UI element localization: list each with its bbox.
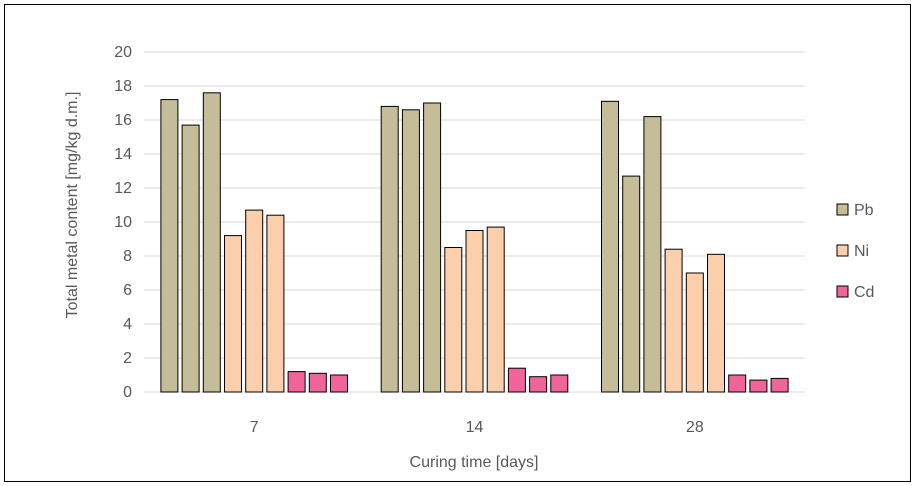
bar-cd-28-3 (770, 377, 789, 393)
bar-ni-28-2 (685, 272, 704, 393)
bar-ni-7-2 (245, 209, 264, 393)
bar-cd-14-1 (507, 367, 526, 393)
bar-ni-7-1 (224, 235, 242, 393)
y-tick-2: 2 (123, 350, 132, 367)
bar-cd-14-2 (529, 376, 548, 393)
y-tick-0: 0 (123, 384, 132, 401)
bar-pb-14-3 (423, 102, 442, 393)
bar-cd-7-3 (330, 374, 348, 393)
bar-pb-28-2 (622, 175, 641, 393)
chart-frame: 0 2 4 6 8 10 12 14 16 18 20 7 14 28 Total metal cont… (4, 4, 911, 482)
x-tick-7: 7 (250, 419, 259, 436)
y-tick-10: 10 (114, 214, 132, 231)
x-axis-label: Curing time [days] (410, 454, 539, 471)
x-tick-28: 28 (686, 419, 704, 436)
x-tick-labels: 7 14 28 (250, 419, 704, 436)
y-tick-4: 4 (123, 316, 132, 333)
y-axis-label: Total metal content [mg/kg d.m.] (64, 92, 81, 319)
legend-label-pb: Pb (854, 202, 874, 219)
legend-label-cd: Cd (854, 284, 874, 301)
bar-ni-28-1 (664, 248, 683, 393)
y-tick-14: 14 (114, 146, 132, 163)
bar-cd-28-1 (728, 374, 747, 393)
bar-pb-28-3 (643, 116, 662, 393)
bar-pb-7-1 (160, 99, 179, 393)
x-tick-14: 14 (466, 419, 484, 436)
bar-cd-7-2 (308, 372, 327, 393)
y-tick-labels: 0 2 4 6 8 10 12 14 16 18 20 (114, 44, 132, 401)
y-tick-18: 18 (114, 78, 132, 95)
bar-ni-14-3 (486, 226, 505, 393)
bar-ni-14-2 (465, 230, 484, 393)
bar-pb-14-1 (380, 105, 399, 393)
bar-ni-14-1 (444, 247, 463, 393)
y-tick-6: 6 (123, 282, 132, 299)
legend-swatch-pb (836, 203, 849, 216)
legend-swatch-cd (836, 285, 849, 298)
bars (160, 92, 789, 393)
bar-cd-14-3 (550, 374, 569, 393)
legend-swatch-ni (836, 244, 849, 257)
bar-cd-7-1 (287, 371, 306, 393)
bar-pb-7-2 (181, 124, 200, 393)
bar-pb-28-1 (601, 100, 619, 393)
y-tick-16: 16 (114, 112, 132, 129)
bar-ni-7-3 (266, 214, 285, 393)
bar-ni-28-3 (707, 253, 725, 393)
legend-label-ni: Ni (854, 243, 869, 260)
legend: Pb Ni Cd (836, 202, 874, 301)
y-tick-20: 20 (114, 44, 132, 61)
bar-chart: 0 2 4 6 8 10 12 14 16 18 20 7 14 28 Total metal cont… (64, 44, 874, 471)
y-tick-8: 8 (123, 248, 132, 265)
y-tick-12: 12 (114, 180, 132, 197)
bar-cd-28-2 (749, 379, 768, 393)
bar-pb-7-3 (202, 92, 221, 393)
bar-pb-14-2 (401, 109, 420, 393)
